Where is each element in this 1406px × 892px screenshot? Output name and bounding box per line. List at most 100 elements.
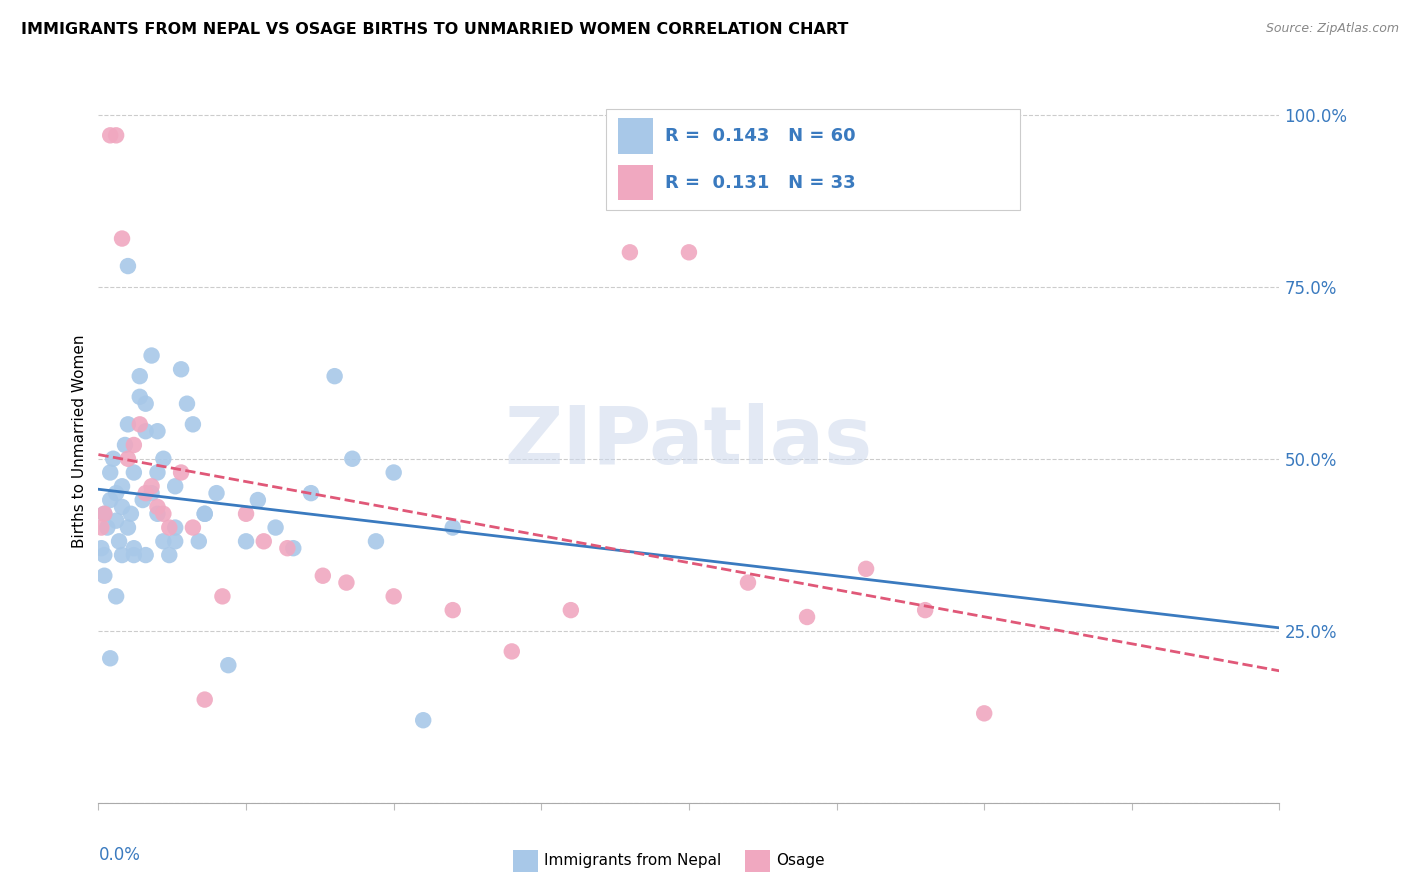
Point [235,507,257,521]
Text: R =  0.131   N = 33: R = 0.131 N = 33 [665,174,856,192]
Point [135,424,157,438]
Point [342,451,364,466]
Point [170,466,193,480]
Point [152,534,174,549]
Point [157,520,180,534]
Point [165,479,187,493]
Text: IMMIGRANTS FROM NEPAL VS OSAGE BIRTHS TO UNMARRIED WOMEN CORRELATION CHART: IMMIGRANTS FROM NEPAL VS OSAGE BIRTHS TO… [21,22,848,37]
Point [105,514,128,528]
Point [135,486,157,500]
Point [105,590,128,604]
Point [441,603,464,617]
Point [111,231,134,245]
Text: Immigrants from Nepal: Immigrants from Nepal [544,854,721,868]
Point [93,568,115,582]
Point [108,534,131,549]
Point [128,369,150,384]
Point [973,706,995,721]
Point [93,548,115,562]
Point [335,575,357,590]
Point [146,507,169,521]
Point [98,128,121,143]
Point [205,486,228,500]
Point [246,493,269,508]
Point [122,438,145,452]
Point [141,479,163,493]
Point [796,610,818,624]
Point [146,466,169,480]
Point [141,486,163,500]
Point [122,548,145,562]
Point [382,590,405,604]
Point [111,548,134,562]
Point [276,541,298,556]
Point [117,451,139,466]
Point [283,541,305,556]
Point [560,603,582,617]
Point [737,575,759,590]
Point [146,500,169,514]
Point [117,259,139,273]
Point [122,541,145,556]
Point [619,245,641,260]
Point [105,128,128,143]
Text: ZIPatlas: ZIPatlas [505,402,873,481]
Point [165,534,187,549]
Text: R =  0.143   N = 60: R = 0.143 N = 60 [665,128,856,145]
Point [170,362,193,376]
Point [194,507,217,521]
Point [98,493,121,508]
Point [114,438,136,452]
Point [103,451,125,466]
Point [194,507,217,521]
Y-axis label: Births to Unmarried Women: Births to Unmarried Women [72,334,87,549]
Point [120,507,142,521]
Point [441,520,464,534]
Point [90,520,112,534]
Point [93,507,115,521]
Point [217,658,239,673]
Point [678,245,700,260]
Point [98,651,121,665]
Point [141,349,163,363]
Point [501,644,523,658]
Point [128,390,150,404]
Point [323,369,346,384]
Point [412,713,434,727]
Point [176,397,198,411]
Point [90,541,112,556]
Point [146,424,169,438]
Point [152,451,174,466]
Point [299,486,322,500]
Point [181,520,204,534]
Point [122,466,145,480]
Point [855,562,877,576]
Point [382,466,405,480]
Point [914,603,936,617]
Point [312,568,335,582]
Point [135,397,157,411]
Point [111,500,134,514]
Point [117,417,139,432]
Point [264,520,287,534]
Text: Osage: Osage [776,854,825,868]
Point [253,534,276,549]
Point [152,507,174,521]
Point [211,590,233,604]
Point [111,479,134,493]
Point [93,507,115,521]
Point [98,466,121,480]
Point [187,534,209,549]
Text: Source: ZipAtlas.com: Source: ZipAtlas.com [1265,22,1399,36]
Point [96,520,118,534]
Point [117,520,139,534]
Point [194,692,217,706]
Text: 0.0%: 0.0% [98,847,141,864]
Point [135,548,157,562]
Point [181,417,204,432]
Point [128,417,150,432]
Point [235,534,257,549]
Point [165,520,187,534]
Point [157,548,180,562]
Point [132,493,155,508]
